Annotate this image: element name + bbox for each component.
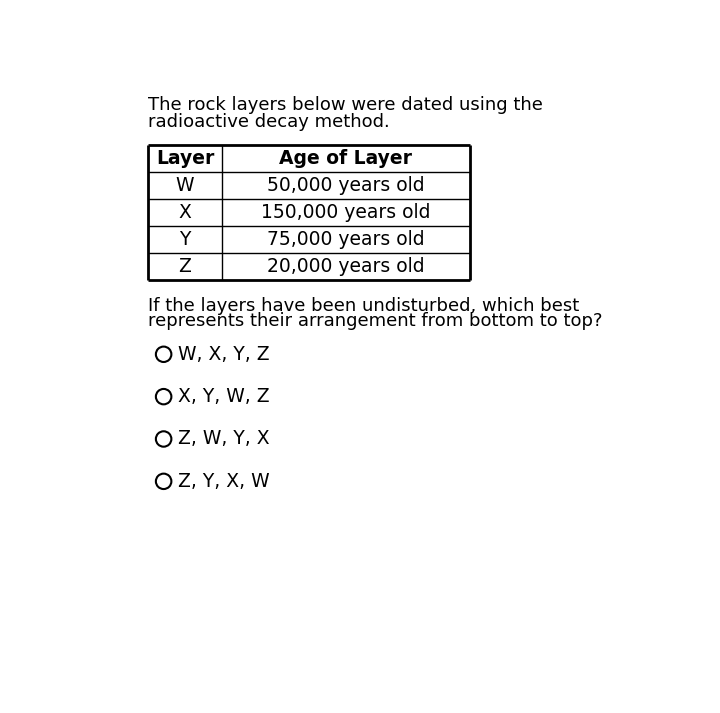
Text: 150,000 years old: 150,000 years old [261,202,431,222]
Text: Age of Layer: Age of Layer [279,149,413,168]
Text: The rock layers below were dated using the: The rock layers below were dated using t… [148,96,543,113]
Text: represents their arrangement from bottom to top?: represents their arrangement from bottom… [148,312,603,330]
Text: X, Y, W, Z: X, Y, W, Z [178,387,269,406]
Text: Z, Y, X, W: Z, Y, X, W [178,472,269,491]
Text: Z: Z [179,257,192,276]
Text: W: W [176,176,194,195]
Text: Y: Y [179,230,191,249]
Text: X: X [179,202,192,222]
Text: Layer: Layer [156,149,214,168]
Text: 75,000 years old: 75,000 years old [267,230,425,249]
Text: If the layers have been undisturbed, which best: If the layers have been undisturbed, whi… [148,297,580,314]
Text: 50,000 years old: 50,000 years old [267,176,425,195]
Text: W, X, Y, Z: W, X, Y, Z [178,345,269,364]
Text: radioactive decay method.: radioactive decay method. [148,113,390,130]
Text: Z, W, Y, X: Z, W, Y, X [178,429,269,448]
Text: 20,000 years old: 20,000 years old [267,257,425,276]
